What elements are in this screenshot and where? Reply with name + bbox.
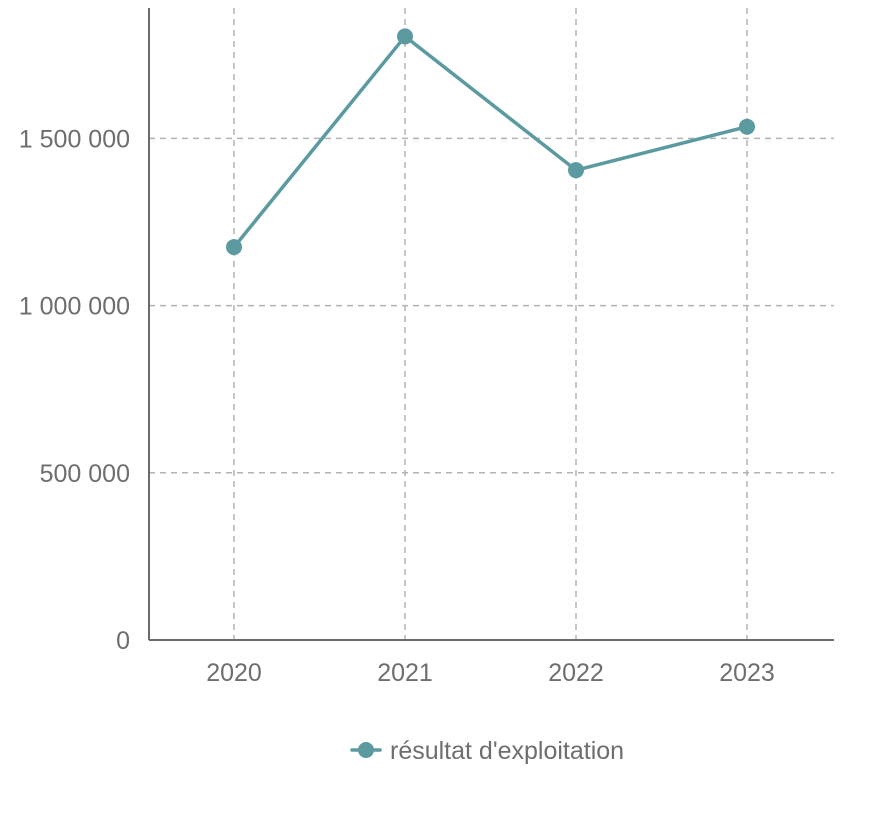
legend: résultat d'exploitation (350, 737, 624, 765)
series-line (232, 34, 749, 249)
x-tick-label: 2021 (377, 659, 433, 687)
data-point[interactable] (226, 239, 242, 256)
legend-marker-swatch (358, 742, 374, 758)
data-point[interactable] (739, 118, 755, 135)
data-point[interactable] (397, 28, 413, 45)
data-point[interactable] (568, 162, 584, 179)
y-tick-label: 1 000 000 (19, 293, 130, 321)
series (226, 28, 755, 256)
y-tick-labels: 0 500 000 1 000 000 1 500 000 (19, 125, 130, 655)
x-tick-label: 2022 (548, 659, 604, 687)
x-tick-label: 2023 (719, 659, 775, 687)
x-tick-labels: 2020 2021 2022 2023 (206, 659, 775, 687)
grid (149, 8, 834, 640)
y-tick-label: 1 500 000 (19, 125, 130, 153)
x-tick-label: 2020 (206, 659, 262, 687)
y-tick-label: 0 (116, 627, 130, 655)
axes (148, 8, 834, 641)
y-tick-label: 500 000 (40, 460, 130, 488)
legend-label: résultat d'exploitation (390, 737, 624, 765)
